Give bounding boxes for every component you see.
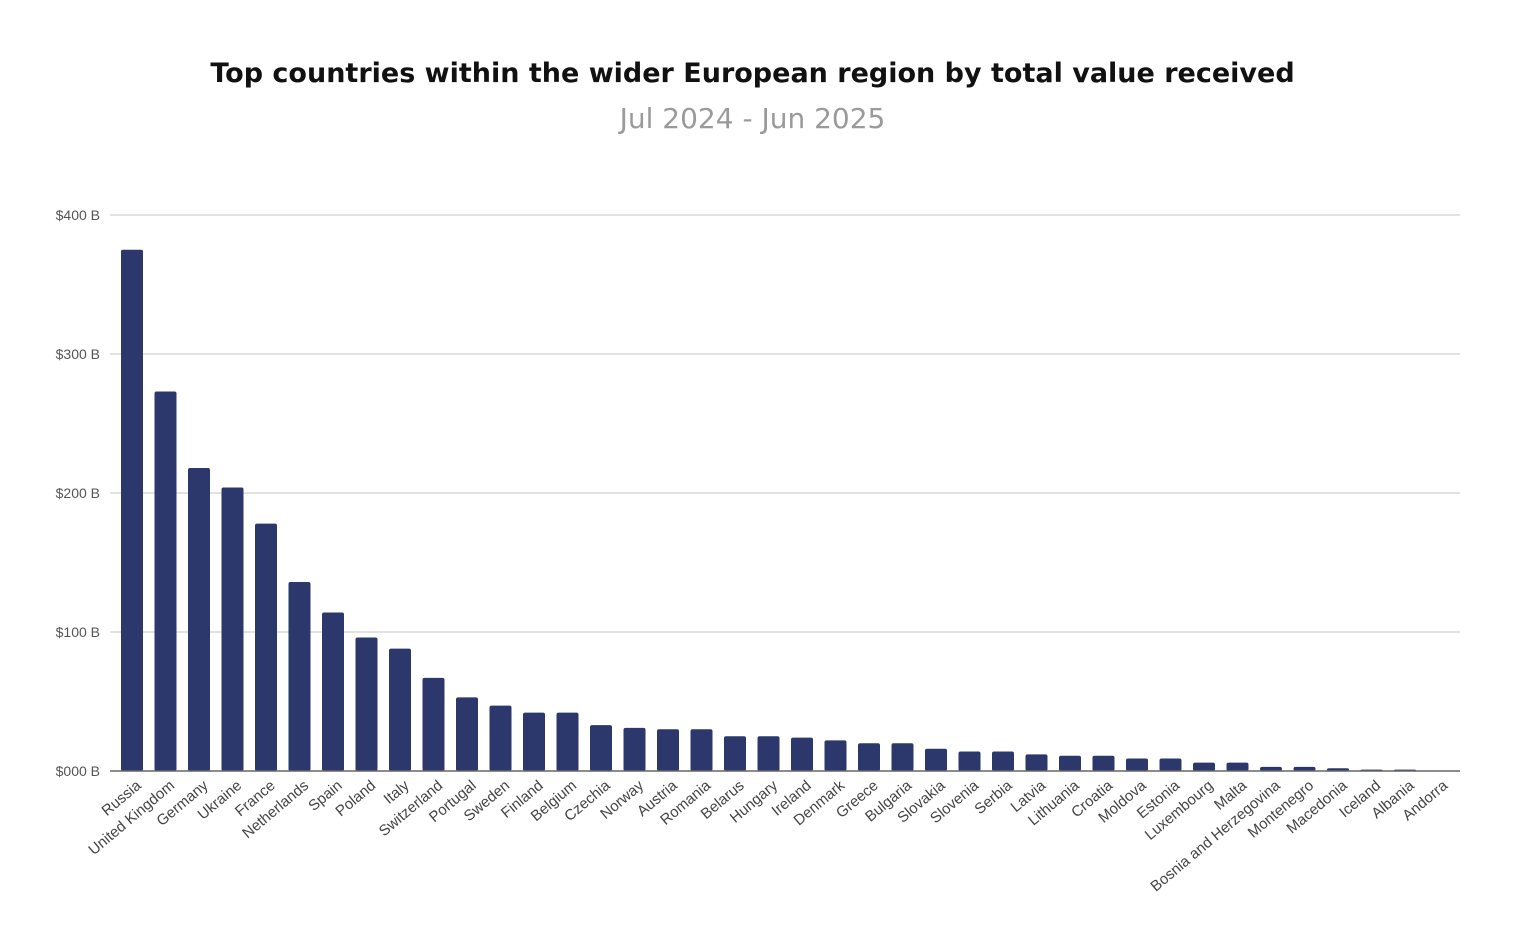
bar-bosnia-and-herzegovina [1260, 766, 1282, 771]
bar-italy [389, 648, 411, 771]
y-tick-label: $000 B [56, 763, 100, 779]
bar-montenegro [1293, 766, 1316, 771]
x-tick-label: Serbia [971, 777, 1016, 818]
bar-united-kingdom [154, 391, 177, 771]
bar-belgium [556, 712, 579, 771]
bar-estonia [1159, 758, 1182, 771]
bar-latvia [1025, 754, 1048, 771]
bar-croatia [1092, 755, 1115, 771]
y-tick-label: $200 B [56, 485, 100, 501]
bar-lithuania [1059, 755, 1081, 771]
bar-france [255, 523, 277, 771]
y-tick-label: $100 B [56, 624, 100, 640]
bar-spain [322, 612, 344, 771]
bar-ukraine [221, 487, 244, 771]
bar-denmark [824, 740, 847, 771]
bar-russia [121, 249, 143, 771]
bar-serbia [992, 751, 1014, 771]
bar-poland [355, 637, 378, 771]
bar-norway [623, 727, 646, 771]
bar-luxembourg [1193, 762, 1215, 771]
bar-netherlands [288, 581, 311, 771]
bar-germany [188, 467, 210, 771]
bar-slovenia [958, 751, 981, 771]
bar-switzerland [422, 677, 445, 771]
bar-czechia [590, 725, 612, 771]
y-tick-label: $300 B [56, 346, 100, 362]
bar-malta [1226, 762, 1249, 771]
bar-slovakia [925, 748, 947, 771]
chart-title: Top countries within the wider European … [210, 58, 1295, 89]
bar-belarus [724, 736, 746, 771]
bar-romania [690, 729, 713, 771]
bar-greece [858, 743, 880, 771]
y-tick-label: $400 B [56, 207, 100, 223]
bar-finland [523, 712, 545, 771]
bar-portugal [456, 697, 478, 771]
bar-moldova [1126, 758, 1148, 771]
bar-ireland [791, 737, 813, 771]
bar-hungary [757, 736, 780, 771]
bar-sweden [489, 705, 512, 771]
chart-subtitle: Jul 2024 - Jun 2025 [619, 102, 886, 135]
bar-bulgaria [891, 743, 914, 771]
bar-austria [657, 729, 679, 771]
